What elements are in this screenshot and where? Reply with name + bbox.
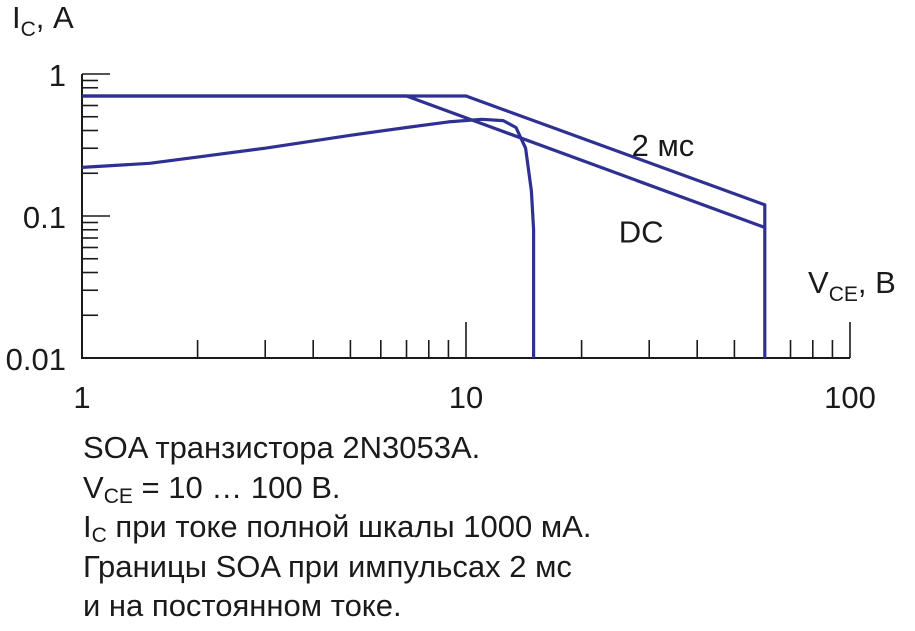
curves	[81, 94, 767, 358]
x-tick-label: 1	[73, 380, 90, 415]
x-tick-label: 100	[824, 380, 876, 415]
y-tick-label: 0.01	[6, 342, 66, 377]
caption-line-3: IC при токе полной шкалы 1000 мА.	[83, 509, 592, 547]
curve-label: DC	[619, 215, 664, 250]
caption-line-5: и на постоянном токе.	[83, 588, 402, 623]
y-tick-label: 0.1	[23, 200, 66, 235]
curve-label: 2 мс	[632, 128, 695, 163]
y-axis-title: IC, А	[12, 0, 74, 41]
axis-ticks	[82, 73, 851, 359]
y-tick-label: 1	[49, 58, 66, 93]
series-line-secondary-breakdown	[81, 117, 536, 358]
figure-caption: SOA транзистора 2N3053A. VCE = 10 … 100 …	[83, 428, 903, 626]
caption-line-2: VCE = 10 … 100 В.	[83, 469, 341, 508]
soa-chart: 0.01 0.1 1 1 10 100 2 мс DC IC, А VCE, В	[6, 0, 896, 415]
x-axis-title: VCE, В	[808, 265, 896, 306]
caption-line-1: SOA транзистора 2N3053A.	[83, 430, 481, 465]
x-tick-label: 10	[449, 380, 483, 415]
caption-line-4: Границы SOA при импульсах 2 мс	[83, 548, 572, 584]
tick-labels: 0.01 0.1 1 1 10 100 2 мс DC	[6, 58, 876, 415]
series-line-DC	[82, 94, 766, 230]
axis-frame	[81, 74, 850, 359]
